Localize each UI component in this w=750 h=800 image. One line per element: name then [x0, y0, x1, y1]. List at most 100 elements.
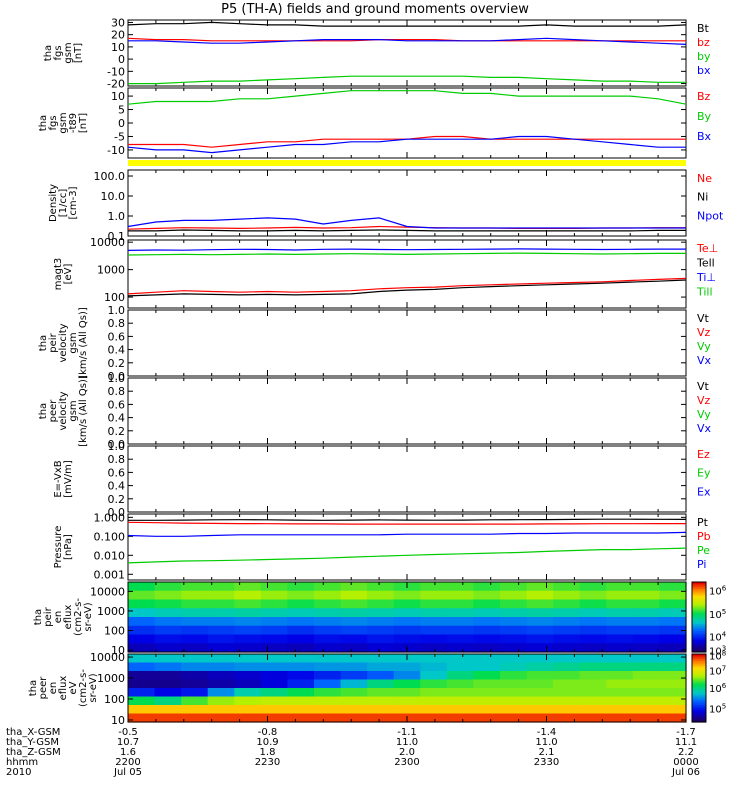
- colorbar-segment: [692, 596, 706, 599]
- y-axis-label: [nT]: [73, 43, 84, 63]
- y-tick-label: 0: [118, 117, 125, 130]
- heatmap-cell: [500, 643, 528, 653]
- legend-entry: Pi: [697, 558, 706, 571]
- heatmap-cell: [287, 705, 315, 715]
- heatmap-cell: [553, 608, 581, 618]
- heatmap-cell: [606, 590, 634, 601]
- heatmap-cell: [632, 608, 661, 618]
- heatmap-cell: [340, 617, 368, 627]
- heatmap-cell: [234, 617, 262, 627]
- y-axis-label: magt3: [53, 258, 64, 291]
- y-axis-label: [eV]: [63, 264, 74, 285]
- heatmap-cell: [234, 634, 262, 644]
- heatmap-cell: [340, 634, 368, 644]
- heatmap-cell: [526, 608, 554, 618]
- colorbar-segment: [692, 585, 706, 588]
- heatmap-cell: [207, 713, 235, 723]
- heatmap-cell: [473, 696, 501, 706]
- heatmap-cell: [234, 599, 262, 609]
- y-axis-label: fgs: [53, 45, 64, 60]
- heatmap-cell: [446, 662, 475, 672]
- heatmap-cell: [367, 582, 395, 592]
- heatmap-cell: [393, 679, 421, 689]
- heatmap-cell: [500, 634, 528, 644]
- x-axis-value: -0.5: [118, 727, 138, 738]
- heatmap-cell: [207, 696, 235, 706]
- y-axis-label: [cm-3]: [68, 186, 79, 219]
- y-tick-label: 1.0: [108, 210, 126, 223]
- legend-entry: by: [697, 50, 711, 63]
- heatmap-cell: [500, 705, 528, 715]
- heatmap-cell: [287, 590, 315, 601]
- colorbar-segment: [692, 624, 706, 627]
- heatmap-cell: [340, 713, 368, 723]
- heatmap-cell: [207, 679, 235, 689]
- colorbar-segment: [692, 617, 706, 620]
- y-tick-label: 0.100: [94, 530, 126, 543]
- y-tick-label: 10: [111, 41, 125, 54]
- heatmap-cell: [473, 617, 501, 627]
- heatmap-cell: [446, 625, 475, 636]
- y-tick-label: 30: [111, 16, 125, 29]
- colorbar-segment: [692, 622, 706, 625]
- heatmap-cell: [526, 634, 554, 644]
- heatmap-cell: [606, 671, 634, 681]
- x-axis-value: -1.4: [537, 727, 557, 738]
- heatmap-cell: [420, 679, 448, 689]
- heatmap-cell: [606, 654, 634, 664]
- x-axis-value: 11.0: [535, 737, 557, 748]
- y-tick-label: 10: [111, 644, 125, 657]
- heatmap-cell: [473, 688, 501, 698]
- heatmap-cell: [260, 617, 289, 627]
- colorbar-tick-label: 105: [709, 702, 726, 715]
- heatmap-cell: [659, 599, 687, 609]
- heatmap-cell: [420, 582, 448, 592]
- y-axis-label: velocity: [58, 391, 69, 430]
- heatmap-cell: [659, 696, 687, 706]
- heatmap-cell: [314, 582, 342, 592]
- heatmap-cell: [207, 643, 235, 653]
- colorbar-segment: [692, 706, 706, 709]
- heatmap-cell: [420, 599, 448, 609]
- heatmap-cell: [526, 671, 554, 681]
- legend-entry: Ni: [697, 191, 708, 204]
- series-line-Bt: [127, 21, 687, 27]
- y-tick-label: 0.4: [108, 480, 126, 493]
- heatmap-cell: [553, 654, 581, 664]
- heatmap-cell: [632, 688, 661, 698]
- y-axis-label: peir: [48, 332, 59, 352]
- colorbar-segment: [692, 696, 706, 699]
- y-axis-label: Density: [48, 184, 59, 222]
- heatmap-cell: [420, 696, 448, 706]
- x-axis-value: -1.7: [676, 727, 696, 738]
- heatmap-cell: [128, 617, 156, 627]
- colorbar-frame: [691, 653, 707, 723]
- legend-entry: Vy: [697, 340, 711, 353]
- heatmap-cell: [340, 696, 368, 706]
- legend-entry: Bt: [697, 22, 710, 35]
- series-line-Te⊥: [127, 277, 687, 295]
- colorbar-segment: [692, 590, 706, 594]
- x-axis-value: 2.1: [539, 747, 555, 758]
- heatmap-cell: [579, 654, 607, 664]
- series-line-By: [127, 90, 687, 105]
- y-axis-label: peir: [43, 606, 54, 626]
- heatmap-cell: [207, 608, 235, 618]
- y-tick-label: 100.0: [94, 170, 126, 183]
- heatmap-cell: [606, 617, 634, 627]
- heatmap-cell: [128, 705, 156, 715]
- heatmap-cell: [154, 679, 182, 689]
- heatmap-cell: [207, 590, 235, 601]
- heatmap-cell: [154, 654, 182, 664]
- heatmap-cell: [606, 705, 634, 715]
- colorbar-segment: [692, 638, 706, 641]
- heatmap-cell: [367, 713, 395, 723]
- heatmap-cell: [659, 582, 687, 592]
- x-axis-value: 10.7: [117, 737, 139, 748]
- colorbar-segment: [692, 684, 706, 687]
- y-tick-label: 0.8: [108, 317, 126, 330]
- heatmap-cell: [154, 662, 182, 672]
- heatmap-cell: [234, 590, 262, 601]
- heatmap-cell: [420, 590, 448, 601]
- colorbar-tick-label: 104: [709, 631, 727, 644]
